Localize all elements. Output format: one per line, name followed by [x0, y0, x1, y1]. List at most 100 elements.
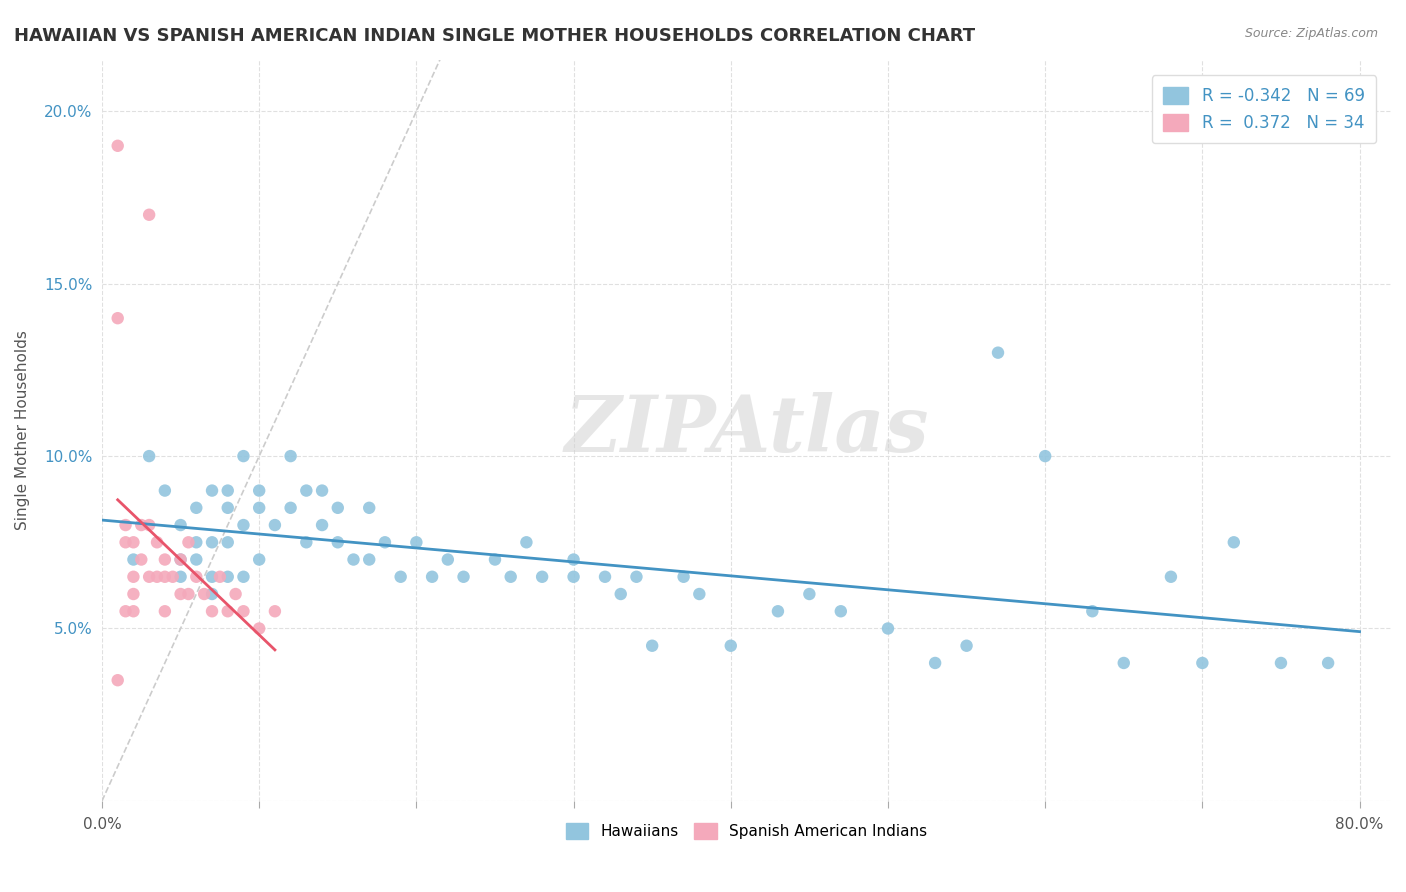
Point: [129, 518, 152, 533]
Point: [1160, 570, 1182, 584]
Point: [138, 449, 160, 463]
Point: [177, 587, 200, 601]
Point: [138, 518, 160, 533]
Point: [641, 639, 664, 653]
Point: [877, 622, 900, 636]
Point: [146, 535, 169, 549]
Point: [247, 483, 270, 498]
Point: [531, 570, 554, 584]
Point: [609, 587, 631, 601]
Point: [201, 604, 224, 618]
Point: [1191, 656, 1213, 670]
Point: [217, 483, 239, 498]
Point: [593, 570, 616, 584]
Point: [146, 570, 169, 584]
Point: [688, 587, 710, 601]
Point: [225, 587, 247, 601]
Text: ZIPAtlas: ZIPAtlas: [564, 392, 929, 468]
Point: [280, 500, 302, 515]
Point: [107, 673, 129, 688]
Point: [232, 518, 254, 533]
Text: Source: ZipAtlas.com: Source: ZipAtlas.com: [1244, 27, 1378, 40]
Point: [389, 570, 412, 584]
Point: [311, 483, 333, 498]
Point: [311, 518, 333, 533]
Point: [924, 656, 946, 670]
Point: [201, 587, 224, 601]
Y-axis label: Single Mother Households: Single Mother Households: [15, 330, 30, 530]
Point: [138, 208, 160, 222]
Point: [420, 570, 443, 584]
Point: [247, 500, 270, 515]
Text: HAWAIIAN VS SPANISH AMERICAN INDIAN SINGLE MOTHER HOUSEHOLDS CORRELATION CHART: HAWAIIAN VS SPANISH AMERICAN INDIAN SING…: [14, 27, 976, 45]
Point: [626, 570, 648, 584]
Point: [1112, 656, 1135, 670]
Point: [437, 552, 460, 566]
Point: [264, 518, 287, 533]
Point: [186, 535, 208, 549]
Point: [562, 552, 585, 566]
Point: [1081, 604, 1104, 618]
Point: [169, 570, 191, 584]
Point: [138, 570, 160, 584]
Point: [359, 552, 381, 566]
Point: [201, 535, 224, 549]
Point: [515, 535, 537, 549]
Point: [1033, 449, 1056, 463]
Point: [129, 552, 152, 566]
Point: [720, 639, 742, 653]
Point: [295, 483, 318, 498]
Point: [169, 552, 191, 566]
Point: [169, 587, 191, 601]
Point: [122, 552, 145, 566]
Point: [484, 552, 506, 566]
Point: [186, 552, 208, 566]
Point: [562, 570, 585, 584]
Text: 80.0%: 80.0%: [1336, 817, 1384, 831]
Point: [295, 535, 318, 549]
Point: [359, 500, 381, 515]
Point: [247, 552, 270, 566]
Point: [1317, 656, 1340, 670]
Point: [186, 570, 208, 584]
Point: [405, 535, 427, 549]
Point: [342, 552, 364, 566]
Point: [1223, 535, 1246, 549]
Point: [122, 587, 145, 601]
Legend: Hawaiians, Spanish American Indians: Hawaiians, Spanish American Indians: [560, 817, 934, 845]
Point: [672, 570, 695, 584]
Point: [153, 570, 176, 584]
Point: [153, 552, 176, 566]
Point: [830, 604, 852, 618]
Point: [766, 604, 789, 618]
Point: [162, 570, 184, 584]
Point: [326, 535, 349, 549]
Point: [1270, 656, 1292, 670]
Point: [987, 345, 1010, 359]
Point: [247, 622, 270, 636]
Point: [217, 535, 239, 549]
Point: [232, 449, 254, 463]
Point: [232, 604, 254, 618]
Point: [107, 138, 129, 153]
Point: [114, 535, 136, 549]
Point: [153, 604, 176, 618]
Point: [201, 570, 224, 584]
Point: [217, 500, 239, 515]
Point: [217, 570, 239, 584]
Text: 0.0%: 0.0%: [83, 817, 121, 831]
Point: [177, 535, 200, 549]
Point: [169, 518, 191, 533]
Point: [186, 500, 208, 515]
Point: [107, 311, 129, 326]
Point: [114, 604, 136, 618]
Point: [114, 518, 136, 533]
Point: [499, 570, 522, 584]
Point: [232, 570, 254, 584]
Point: [122, 604, 145, 618]
Point: [264, 604, 287, 618]
Point: [122, 570, 145, 584]
Point: [208, 570, 231, 584]
Point: [280, 449, 302, 463]
Point: [169, 552, 191, 566]
